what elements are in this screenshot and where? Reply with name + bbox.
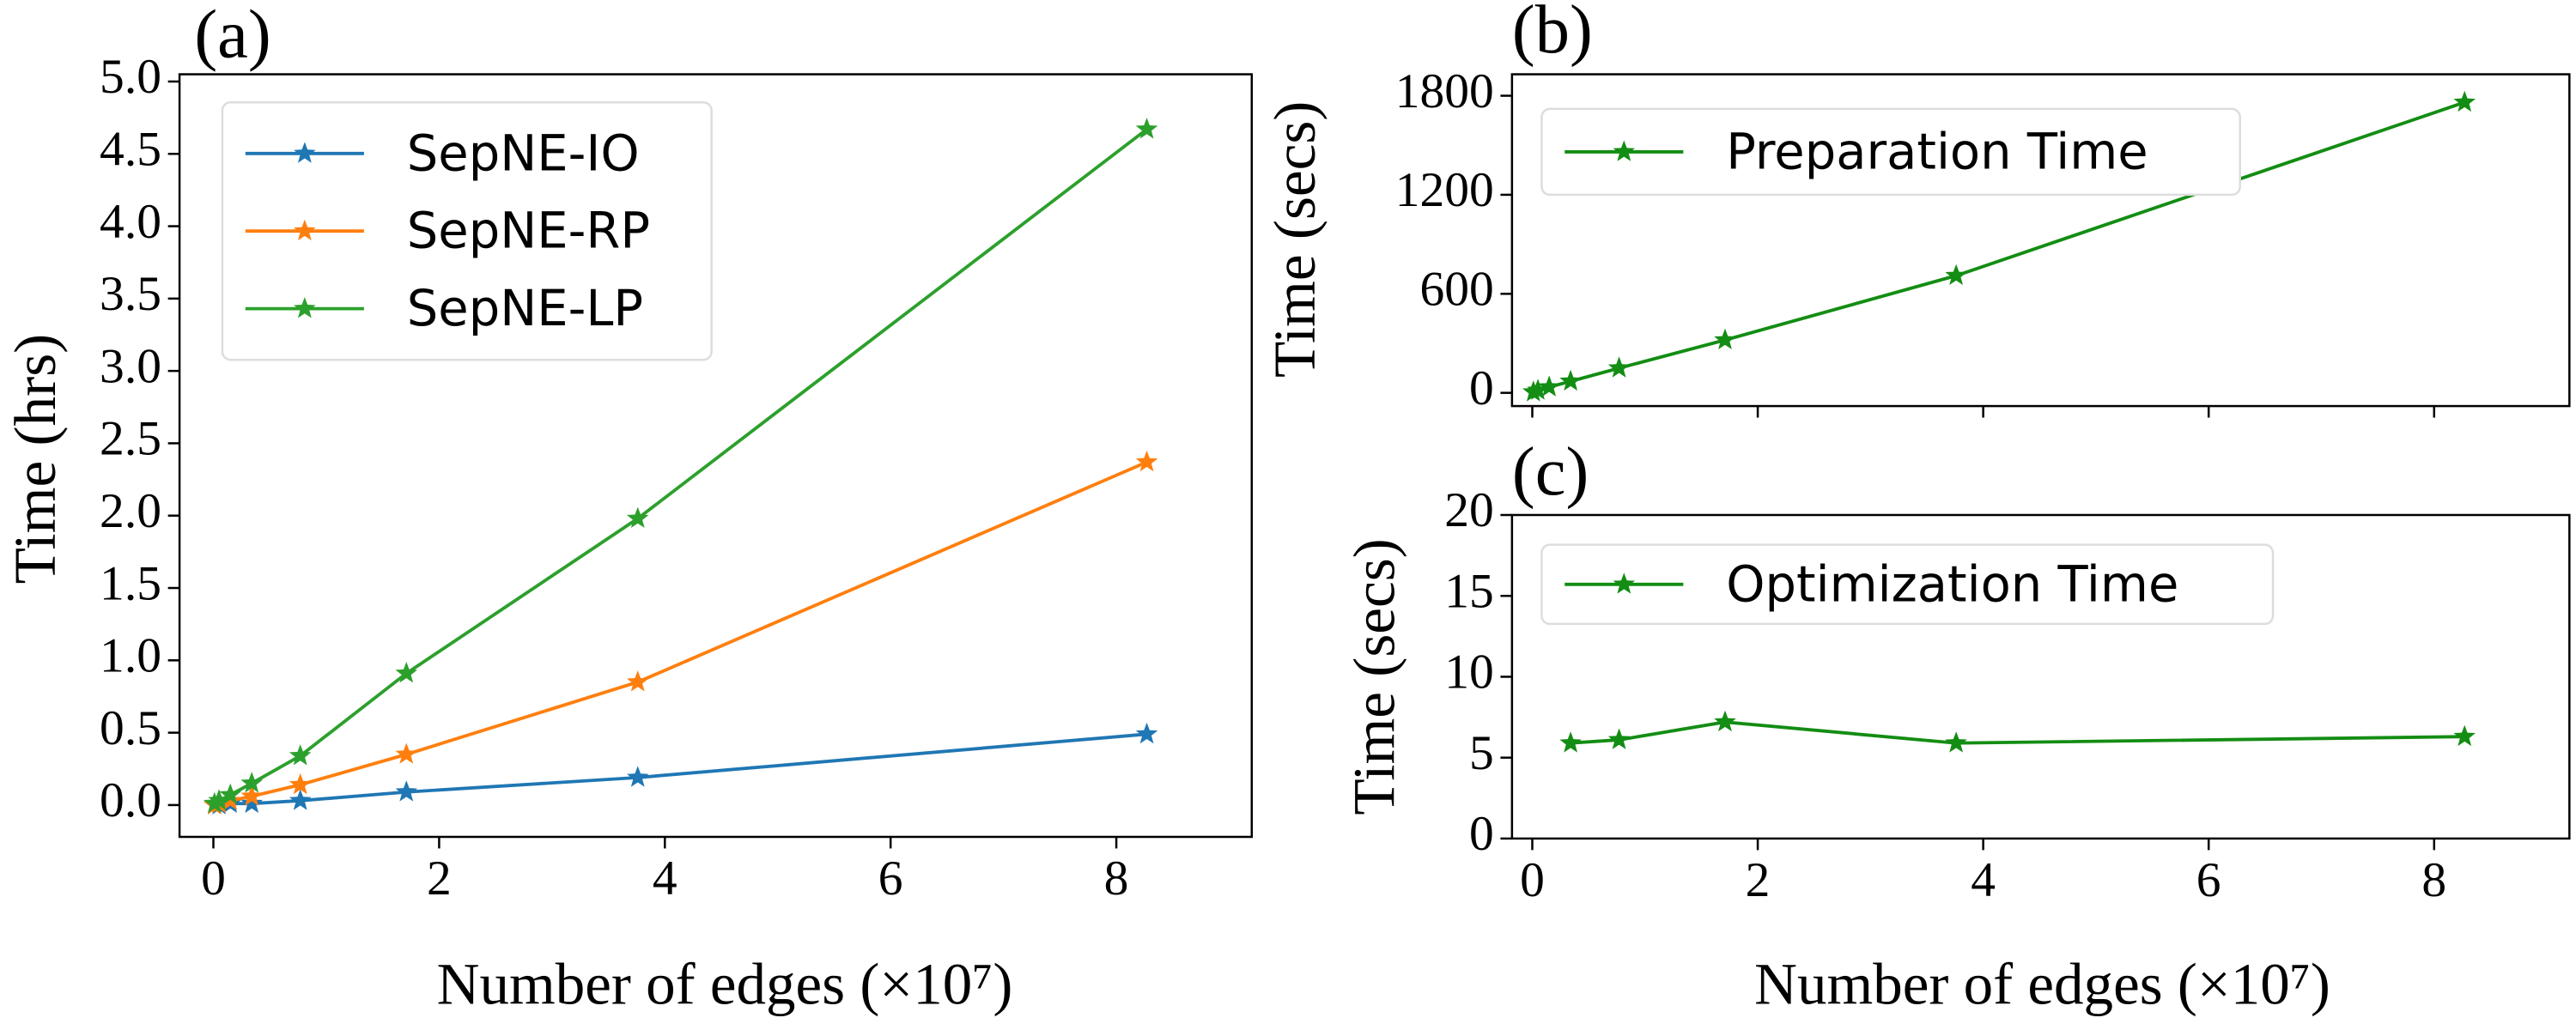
y-tick-label: 0 xyxy=(1469,807,1494,861)
data-point xyxy=(1945,264,1967,286)
legend-label: SepNE-LP xyxy=(407,280,643,337)
x-tick-label: 4 xyxy=(1971,853,1996,907)
y-tick-label: 2.0 xyxy=(100,484,161,538)
panel: 0.0 0.5 1.0 1.5 2.0 2.5 3.0 3.5 4.0 4.5 5.0 0 2 4 6 8 Se… xyxy=(2,0,1254,1017)
axes-frame xyxy=(178,73,1254,839)
x-tick-label: 2 xyxy=(427,851,452,906)
data-point xyxy=(1607,356,1631,378)
data-point xyxy=(1559,731,1582,753)
legend-marker xyxy=(1613,140,1636,161)
data-point xyxy=(1135,118,1158,139)
x-tick-label: 0 xyxy=(1520,853,1545,907)
y-tick-label: 2.5 xyxy=(100,412,161,466)
y-tick-label: 4.0 xyxy=(100,195,161,249)
panel-label: (c) xyxy=(1512,433,1589,510)
data-point xyxy=(240,772,263,793)
y-tick-label: 600 xyxy=(1419,262,1493,316)
data-point xyxy=(1559,369,1582,391)
panel: 0 5 10 15 20 0 2 4 6 8 Optimization Time Time (secs… xyxy=(1340,433,2571,1017)
data-point xyxy=(219,783,241,804)
data-point xyxy=(626,670,649,692)
x-tick-label: 0 xyxy=(201,851,226,906)
legend-marker xyxy=(294,142,316,163)
y-tick-label: 1.5 xyxy=(100,556,161,610)
panel-label: (b) xyxy=(1512,0,1593,68)
data-point xyxy=(626,766,649,787)
axes-frame xyxy=(1510,73,2571,408)
legend-marker xyxy=(294,219,316,241)
legend-label: Preparation Time xyxy=(1726,123,2148,180)
y-tick-label: 4.5 xyxy=(100,122,161,176)
data-point xyxy=(1945,731,1967,753)
data-point xyxy=(2453,724,2476,747)
data-point xyxy=(395,662,418,683)
y-axis-label: Time (hrs) xyxy=(2,334,68,585)
x-axis-label: Number of edges (×10⁷) xyxy=(1754,951,2330,1017)
legend-box xyxy=(1540,543,2275,626)
data-point xyxy=(1714,328,1736,350)
data-point xyxy=(240,791,263,814)
legend-box xyxy=(221,100,713,361)
series-line xyxy=(1571,720,2465,745)
data-point xyxy=(1714,710,1736,732)
data-point xyxy=(208,789,230,810)
legend-label: SepNE-IO xyxy=(407,124,640,182)
y-tick-label: 15 xyxy=(1444,564,1494,618)
data-point xyxy=(1135,450,1158,472)
x-axis-label: Number of edges (×10⁷) xyxy=(437,951,1013,1017)
y-tick-label: 10 xyxy=(1444,645,1494,700)
x-tick-label: 4 xyxy=(653,851,677,906)
legend-box xyxy=(1540,107,2241,197)
data-point xyxy=(1135,722,1158,744)
y-tick-label: 1200 xyxy=(1395,163,1494,217)
x-tick-label: 6 xyxy=(2196,853,2221,907)
y-tick-label: 5 xyxy=(1469,726,1494,780)
data-point xyxy=(240,785,263,806)
legend-label: SepNE-RP xyxy=(407,203,650,260)
x-tick-label: 2 xyxy=(1746,853,1771,907)
y-tick-label: 0.5 xyxy=(100,701,161,755)
y-tick-label: 3.5 xyxy=(100,267,161,321)
legend-marker xyxy=(294,297,316,318)
data-point xyxy=(1527,379,1549,400)
legend-marker xyxy=(1613,573,1636,594)
y-tick-label: 5.0 xyxy=(100,50,161,104)
data-point xyxy=(626,506,649,528)
data-point xyxy=(395,742,418,764)
y-tick-label: 1800 xyxy=(1395,64,1494,118)
series-line xyxy=(214,460,1148,807)
data-point xyxy=(289,744,312,766)
y-tick-label: 3.0 xyxy=(100,339,161,393)
y-tick-label: 0.0 xyxy=(100,773,161,827)
x-tick-label: 8 xyxy=(2421,853,2446,907)
x-tick-label: 8 xyxy=(1104,851,1129,906)
y-axis-label: Time (secs) xyxy=(1261,101,1327,378)
y-axis-label: Time (secs) xyxy=(1340,538,1406,815)
y-tick-label: 1.0 xyxy=(100,628,161,682)
data-point xyxy=(395,780,418,802)
data-point xyxy=(289,789,312,810)
x-tick-label: 6 xyxy=(878,851,903,906)
data-point xyxy=(2453,90,2476,112)
data-point xyxy=(289,772,312,795)
legend-label: Optimization Time xyxy=(1726,555,2178,613)
data-point xyxy=(1607,728,1631,749)
axes-frame xyxy=(1510,513,2571,840)
y-tick-label: 20 xyxy=(1444,483,1494,537)
panel: 0 600 1200 1800 Preparation Time Time (secs) (… xyxy=(1261,0,2571,418)
y-tick-label: 0 xyxy=(1469,361,1494,415)
data-point xyxy=(1538,375,1560,397)
panel-label: (a) xyxy=(194,0,270,73)
